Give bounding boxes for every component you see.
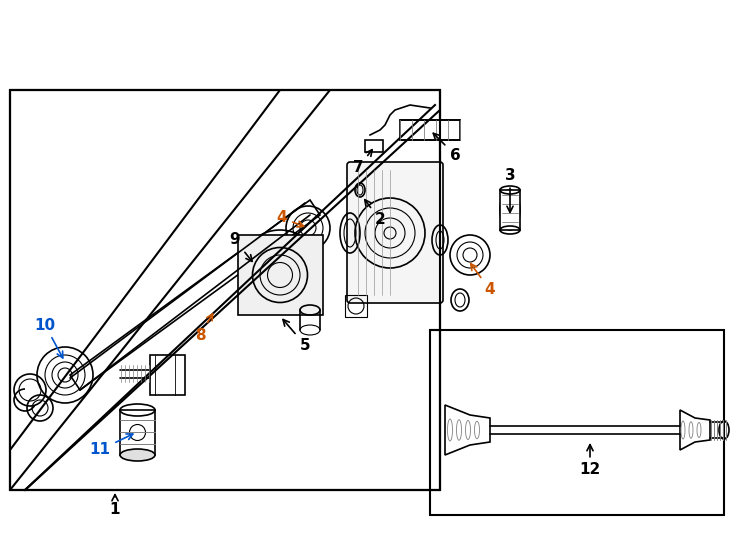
Bar <box>430 330 724 515</box>
Text: 4: 4 <box>470 264 495 298</box>
Bar <box>10 90 440 490</box>
Bar <box>238 235 323 315</box>
Text: 5: 5 <box>283 320 310 353</box>
Text: 2: 2 <box>365 200 385 227</box>
Bar <box>120 410 155 455</box>
Text: 11: 11 <box>90 434 133 457</box>
Text: 10: 10 <box>34 318 63 358</box>
Text: 12: 12 <box>579 444 600 477</box>
Polygon shape <box>445 405 490 455</box>
Bar <box>345 295 367 317</box>
Bar <box>500 190 520 230</box>
Text: 7: 7 <box>353 150 372 176</box>
Polygon shape <box>70 200 320 390</box>
Text: 6: 6 <box>433 133 460 163</box>
Text: 9: 9 <box>230 233 252 261</box>
Bar <box>10 90 440 490</box>
Ellipse shape <box>120 449 155 461</box>
Bar <box>365 140 383 152</box>
Text: 8: 8 <box>195 314 213 342</box>
Polygon shape <box>680 410 710 450</box>
Text: 3: 3 <box>505 167 515 212</box>
FancyBboxPatch shape <box>347 162 443 303</box>
Bar <box>400 120 460 140</box>
Text: 4: 4 <box>277 211 304 227</box>
Bar <box>150 355 185 395</box>
Text: 1: 1 <box>110 495 120 517</box>
